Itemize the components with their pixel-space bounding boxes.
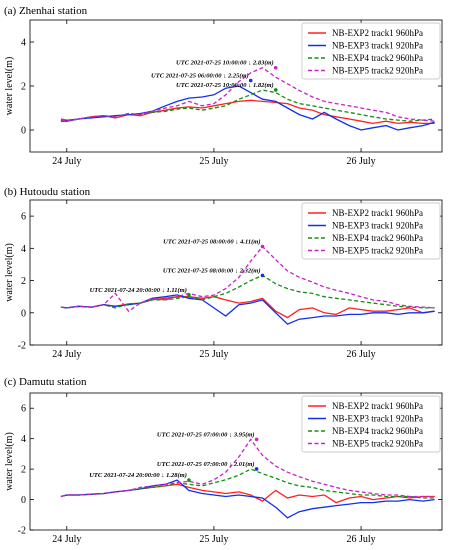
- chart-panel-2: (b) Hutoudu station -2 0 2 4 6 24 July 25 July 2…: [4, 186, 443, 360]
- peak-annotation: UTC 2021-07-25 08:00:00 ↓ 4.11(m): [163, 239, 260, 246]
- series-line-2: [60, 85, 435, 131]
- x-tick-label: 25 July: [199, 156, 228, 167]
- legend-box: [301, 202, 441, 260]
- chart-title: (b) Hutoudu station: [4, 186, 91, 198]
- axes-frame: [29, 392, 443, 531]
- legend-label: NB-EXP2 track1 960hPa: [332, 401, 423, 411]
- peak-marker: [187, 478, 191, 482]
- x-tick-label: 25 July: [199, 534, 228, 545]
- peak-annotation: UTC 2021-07-25 07:00:00 ↓ 3.95(m): [157, 431, 255, 438]
- series-line-1: [60, 483, 435, 504]
- peak-marker: [248, 78, 253, 83]
- peak-annotation: UTC 2021-07-25 10:00:00 ↓ 1.82(m): [176, 82, 274, 89]
- y-tick-label: 2: [21, 82, 26, 93]
- x-tick-label: 26 July: [346, 349, 375, 360]
- peak-marker: [273, 65, 278, 70]
- series-line-2: [60, 479, 435, 519]
- x-tick-label: 26 July: [346, 534, 375, 545]
- peak-marker: [260, 244, 265, 249]
- legend-box: [301, 22, 441, 80]
- y-tick-label: 2: [21, 465, 26, 476]
- peak-marker: [260, 273, 265, 278]
- legend-label: NB-EXP4 track2 960hPa: [332, 53, 423, 63]
- peak-annotation: UTC 2021-07-25 08:00:00 ↓ 2.32(m): [163, 267, 261, 274]
- y-tick-label: -2: [18, 526, 26, 537]
- peak-annotation: UTC 2021-07-25 10:00:00 ↓ 2.83(m): [176, 60, 274, 67]
- chart-title: (a) Zhenhai station: [4, 5, 88, 17]
- legend-label: NB-EXP4 track2 960hPa: [332, 426, 423, 436]
- peak-marker: [273, 88, 278, 92]
- series-line-2: [60, 294, 435, 325]
- x-tick-label: 24 July: [52, 349, 81, 360]
- series-line-3: [60, 89, 435, 122]
- y-axis-label: water level(m): [4, 57, 15, 116]
- x-tick-label: 24 July: [52, 534, 81, 545]
- y-tick-label: 4: [21, 244, 26, 255]
- peak-marker: [187, 293, 191, 297]
- peak-marker: [254, 467, 259, 471]
- peak-marker: [254, 437, 259, 442]
- peak-annotation: UTC 2021-07-25 07:00:00 ↓ 2.01(m): [157, 461, 255, 468]
- y-tick-label: 0: [21, 126, 26, 137]
- x-tick-label: 26 July: [346, 156, 375, 167]
- chart-title: (c) Damutu station: [4, 376, 87, 388]
- series-line-4: [60, 438, 435, 498]
- legend-label: NB-EXP3 track1 920hPa: [332, 414, 423, 424]
- peak-annotation: UTC 2021-07-24 20:00:00 ↓ 1.11(m): [90, 287, 187, 294]
- y-tick-label: 0: [21, 495, 26, 506]
- chart-panel-3: (c) Damutu station -2 0 2 4 6 24 July 25 July 26…: [4, 376, 443, 545]
- y-tick-label: 6: [21, 404, 26, 415]
- series-line-1: [60, 296, 435, 319]
- peak-annotation: UTC 2021-07-25 06:00:00 ↓ 2.25(m): [151, 73, 249, 80]
- peak-annotation: UTC 2021-07-24 20:00:00 ↓ 1.28(m): [89, 472, 187, 479]
- legend-label: NB-EXP3 track1 920hPa: [332, 221, 423, 231]
- legend-label: NB-EXP3 track1 920hPa: [332, 41, 423, 51]
- y-tick-label: 6: [21, 212, 26, 223]
- legend-label: NB-EXP5 track2 920hPa: [332, 66, 423, 76]
- series-line-4: [60, 245, 435, 313]
- legend-label: NB-EXP2 track1 960hPa: [332, 28, 423, 38]
- y-tick-label: 0: [21, 308, 26, 319]
- axes-frame: [29, 199, 443, 346]
- legend-label: NB-EXP5 track2 920hPa: [332, 246, 423, 256]
- y-axis-label: water level(m): [4, 243, 15, 302]
- legend-label: NB-EXP2 track1 960hPa: [332, 208, 423, 218]
- y-axis-label: water level(m): [4, 432, 15, 491]
- y-tick-label: 2: [21, 276, 26, 287]
- series-line-4: [60, 66, 435, 122]
- y-tick-label: -2: [18, 341, 26, 352]
- legend-box: [301, 395, 441, 453]
- series-line-1: [60, 99, 435, 125]
- legend-label: NB-EXP4 track2 960hPa: [332, 233, 423, 243]
- y-tick-label: 4: [21, 38, 26, 49]
- legend-label: NB-EXP5 track2 920hPa: [332, 439, 423, 449]
- y-tick-label: 4: [21, 434, 26, 445]
- x-tick-label: 24 July: [52, 156, 81, 167]
- chart-panel-1: (a) Zhenhai station 0 2 4 24 July 25 July 26 J…: [4, 5, 443, 167]
- series-line-3: [60, 274, 435, 309]
- x-tick-label: 25 July: [199, 349, 228, 360]
